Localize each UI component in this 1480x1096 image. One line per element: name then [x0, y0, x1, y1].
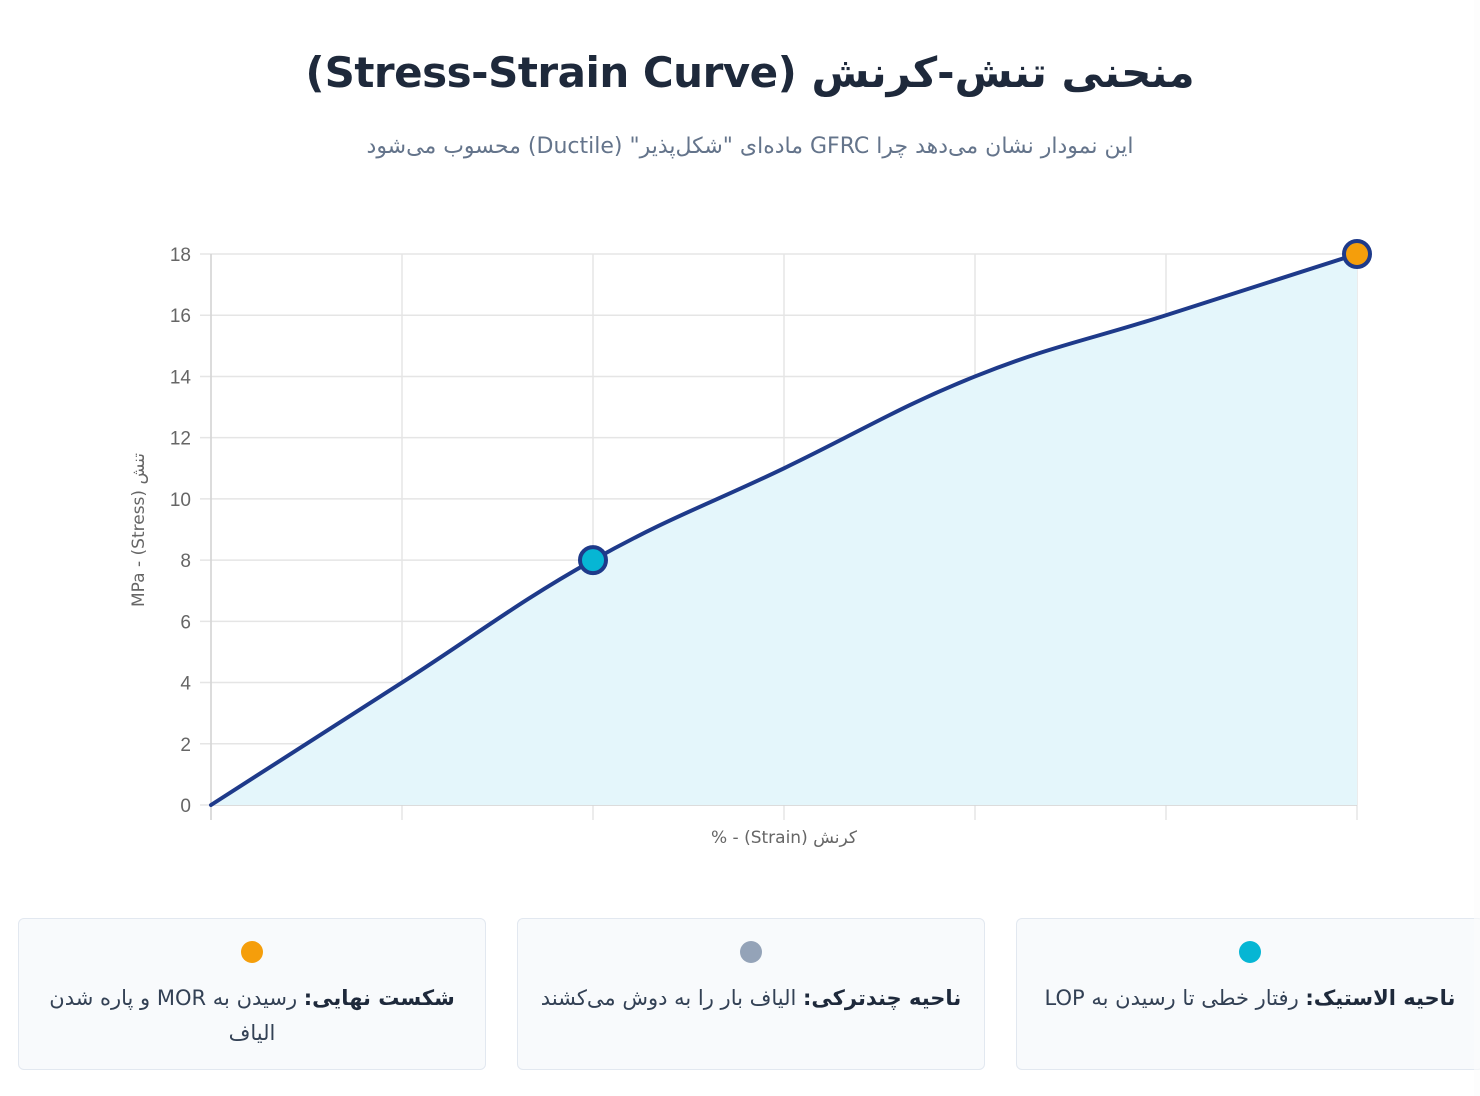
y-tick-label: 6	[180, 612, 191, 633]
orange-dot-icon	[241, 941, 263, 963]
legend-card-multi-crack: ناحیه چندترکی: الیاف بار را به دوش می‌کش…	[517, 918, 985, 1070]
gray-dot-icon	[740, 941, 762, 963]
stress-strain-chart: 0 2 4 6 8 10 12 14 16 18 کرنش (Strain) - % تنش (S…	[129, 239, 1372, 848]
y-tick-labels: 0 2 4 6 8 10 12 14 16 18	[170, 245, 192, 817]
highlight-point-mor[interactable]	[1342, 239, 1372, 269]
y-tick-label: 12	[170, 429, 191, 450]
area-fill	[211, 254, 1357, 805]
y-axis-title: تنش (Stress) - MPa	[129, 453, 149, 607]
card-heading: ناحیه چندترکی:	[803, 986, 962, 1010]
page-subtitle: این نمودار نشان می‌دهد چرا GFRC ماده‌ای …	[366, 134, 1134, 159]
stress-line	[209, 252, 1359, 807]
page-title: منحنی تنش-کرنش (Stress-Strain Curve)	[305, 48, 1195, 97]
y-tick-label: 18	[170, 245, 191, 266]
card-heading: شکست نهایی:	[303, 986, 455, 1010]
y-tick-label: 14	[170, 367, 192, 388]
x-axis-title: کرنش (Strain) - %	[711, 828, 858, 848]
card-description: الیاف بار را به دوش می‌کشند	[540, 986, 804, 1010]
y-tick-label: 8	[180, 551, 191, 572]
card-heading: ناحیه الاستیک:	[1305, 986, 1456, 1010]
legend-card-ultimate-failure: شکست نهایی: رسیدن به MOR و پاره شدن الیا…	[18, 918, 486, 1070]
y-tick-label: 10	[170, 490, 191, 511]
card-description: رسیدن به MOR و پاره شدن الیاف	[49, 986, 304, 1045]
cyan-dot-icon	[1239, 941, 1261, 963]
y-tick-label: 0	[180, 796, 191, 817]
right-edge-overlay	[1474, 0, 1480, 1096]
legend-card-elastic: ناحیه الاستیک: رفتار خطی تا رسیدن به LOP	[1016, 918, 1480, 1070]
highlight-points	[578, 239, 1372, 576]
card-description: رفتار خطی تا رسیدن به LOP	[1044, 986, 1306, 1010]
y-tick-label: 2	[180, 735, 191, 756]
highlight-point-lop[interactable]	[578, 545, 608, 576]
y-tick-label: 16	[170, 306, 191, 327]
y-tick-label: 4	[180, 674, 191, 695]
